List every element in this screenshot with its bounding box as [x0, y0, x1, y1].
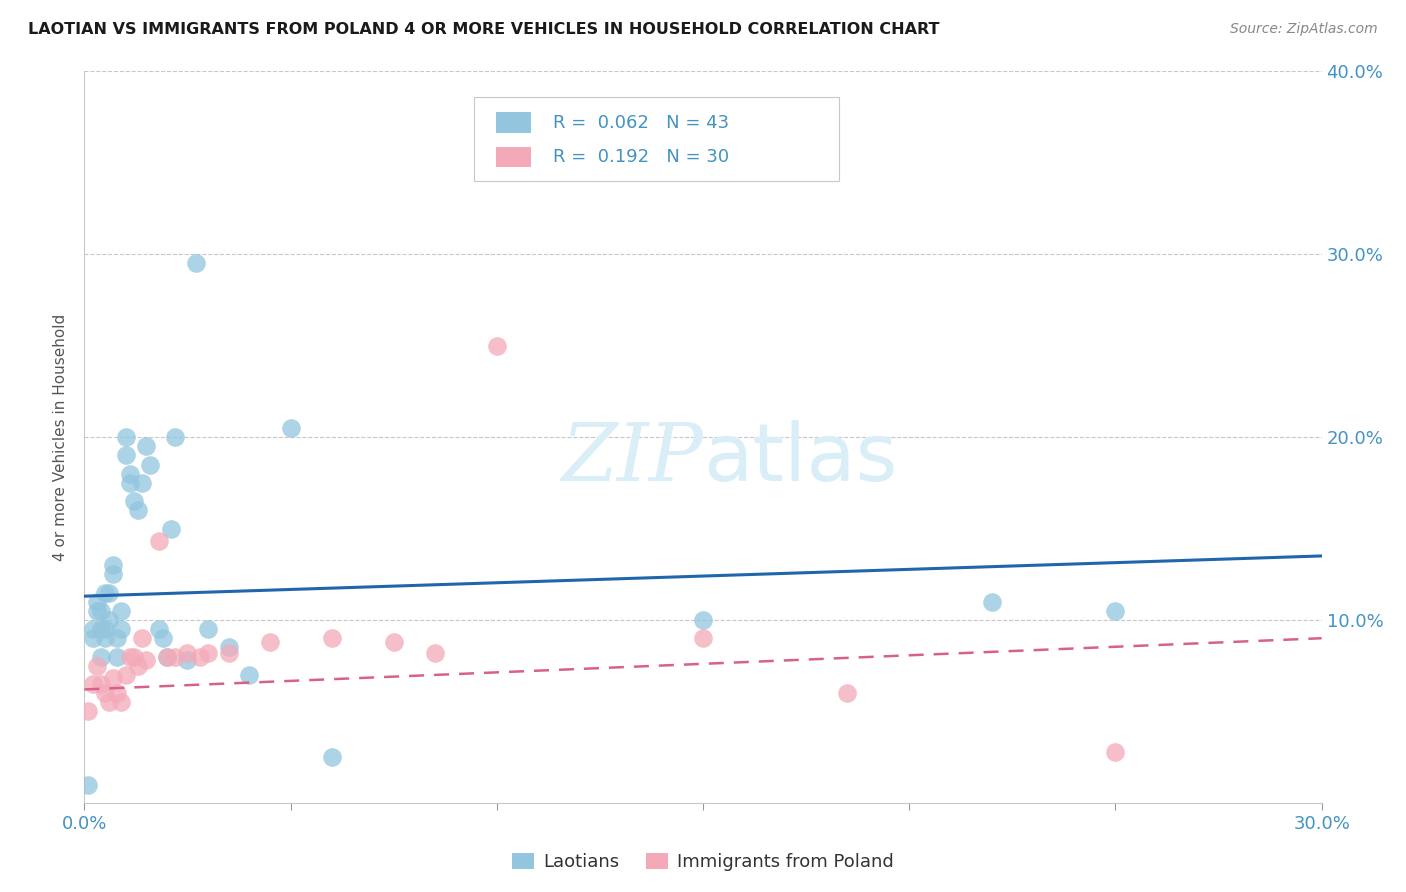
Point	[103, 558, 125, 573]
Point	[86, 604, 108, 618]
Point	[692, 632, 714, 646]
Point	[86, 594, 108, 608]
Point	[135, 439, 157, 453]
Point	[82, 677, 104, 691]
Point	[103, 567, 125, 582]
FancyBboxPatch shape	[474, 97, 839, 181]
Text: atlas: atlas	[703, 420, 897, 498]
Point	[485, 338, 508, 352]
Text: Source: ZipAtlas.com: Source: ZipAtlas.com	[1230, 22, 1378, 37]
Point	[77, 705, 100, 719]
Point	[90, 622, 112, 636]
Point	[94, 686, 117, 700]
Point	[321, 750, 343, 764]
Point	[127, 503, 149, 517]
Point	[382, 635, 405, 649]
Point	[118, 649, 141, 664]
Point	[423, 646, 446, 660]
Point	[105, 649, 128, 664]
Point	[135, 653, 157, 667]
Point	[94, 585, 117, 599]
Point	[148, 622, 170, 636]
Point	[103, 672, 125, 686]
Point	[321, 632, 343, 646]
Bar	[496, 146, 531, 167]
Point	[165, 649, 187, 664]
Point	[218, 640, 240, 655]
Text: R =  0.062   N = 43: R = 0.062 N = 43	[554, 113, 730, 131]
Point	[197, 622, 219, 636]
Point	[165, 430, 187, 444]
Point	[156, 649, 179, 664]
Point	[131, 632, 153, 646]
Point	[238, 667, 260, 681]
Point	[114, 667, 136, 681]
Point	[82, 622, 104, 636]
Point	[94, 622, 117, 636]
Point	[122, 494, 145, 508]
Point	[188, 649, 211, 664]
Point	[114, 449, 136, 463]
Point	[110, 604, 132, 618]
Text: R =  0.192   N = 30: R = 0.192 N = 30	[554, 148, 730, 166]
Point	[114, 430, 136, 444]
Point	[122, 649, 145, 664]
Point	[280, 421, 302, 435]
Point	[160, 521, 183, 535]
Point	[90, 604, 112, 618]
Point	[77, 777, 100, 792]
Point	[86, 658, 108, 673]
Point	[118, 467, 141, 481]
Point	[94, 632, 117, 646]
Point	[259, 635, 281, 649]
Point	[980, 594, 1002, 608]
Point	[90, 677, 112, 691]
Point	[197, 646, 219, 660]
Point	[98, 695, 121, 709]
Point	[139, 458, 162, 472]
Point	[218, 646, 240, 660]
Y-axis label: 4 or more Vehicles in Household: 4 or more Vehicles in Household	[53, 313, 69, 561]
Point	[105, 686, 128, 700]
Point	[152, 632, 174, 646]
Point	[184, 256, 207, 270]
Point	[105, 632, 128, 646]
Point	[110, 622, 132, 636]
Point	[692, 613, 714, 627]
Point	[1104, 745, 1126, 759]
Point	[82, 632, 104, 646]
Point	[148, 534, 170, 549]
Point	[90, 649, 112, 664]
Point	[1104, 604, 1126, 618]
Point	[110, 695, 132, 709]
Point	[156, 649, 179, 664]
Text: LAOTIAN VS IMMIGRANTS FROM POLAND 4 OR MORE VEHICLES IN HOUSEHOLD CORRELATION CH: LAOTIAN VS IMMIGRANTS FROM POLAND 4 OR M…	[28, 22, 939, 37]
Point	[98, 613, 121, 627]
Point	[176, 653, 198, 667]
Point	[176, 646, 198, 660]
Point	[98, 585, 121, 599]
Point	[131, 475, 153, 490]
Bar	[496, 112, 531, 133]
Legend: Laotians, Immigrants from Poland: Laotians, Immigrants from Poland	[505, 846, 901, 879]
Text: ZIP: ZIP	[561, 420, 703, 498]
Point	[127, 658, 149, 673]
Point	[118, 475, 141, 490]
Point	[837, 686, 859, 700]
